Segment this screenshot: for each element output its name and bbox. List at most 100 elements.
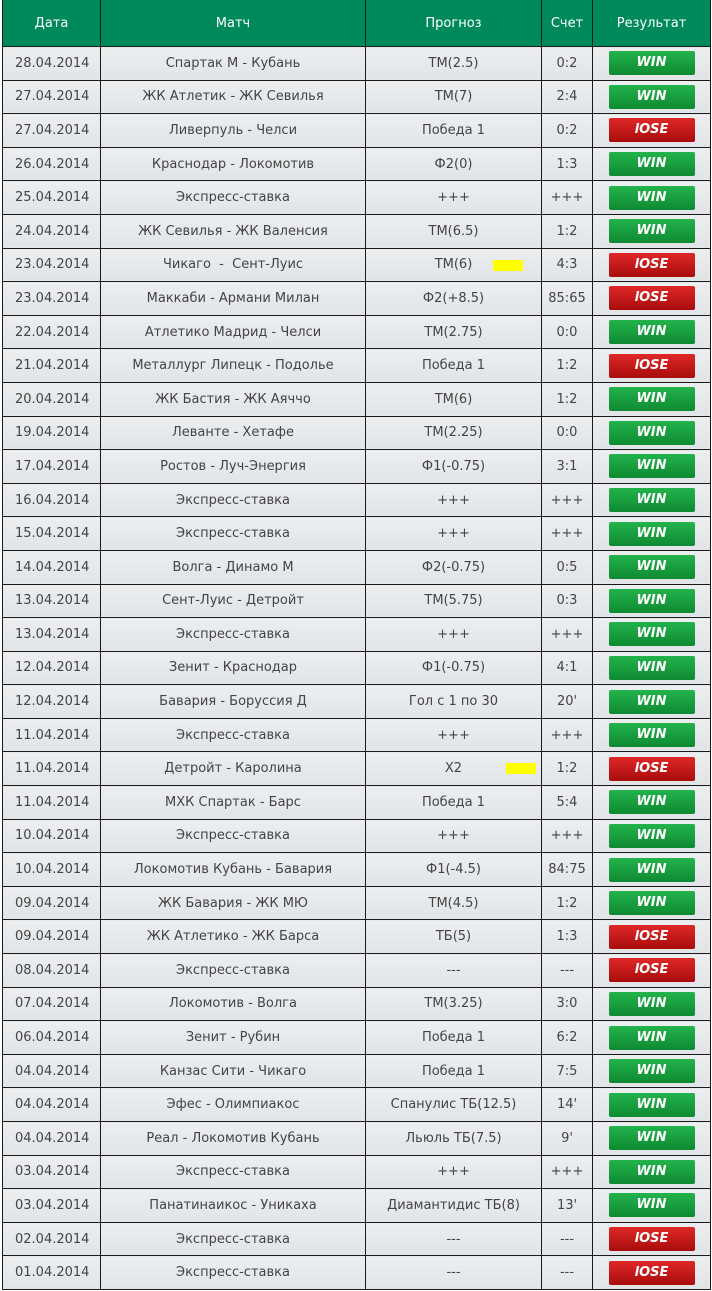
win-badge: WIN xyxy=(608,51,695,76)
forecast-text: ТМ(3.25) xyxy=(424,996,483,1012)
lose-badge: lOSE xyxy=(608,756,695,781)
lose-badge: lOSE xyxy=(608,252,695,277)
cell-result: WIN xyxy=(592,482,711,518)
forecast-text: Ф1(-0.75) xyxy=(421,458,486,474)
cell-date: 23.04.2014 xyxy=(2,281,101,316)
cell-result: lOSE xyxy=(592,348,711,383)
table-row: 08.04.2014 Экспресс-ставка --- --- lOSE xyxy=(2,953,711,988)
table-row: 27.04.2014 Ливерпуль - Челси Победа 1 0:2 lO… xyxy=(2,113,711,148)
cell-match: Локомотив - Волга xyxy=(100,986,366,1022)
table-row: 12.04.2014 Зенит - Краснодар Ф1(-0.75) 4:1 W… xyxy=(2,650,711,686)
cell-forecast: Победа 1 xyxy=(365,113,542,148)
cell-forecast: Победа 1 xyxy=(365,1020,542,1055)
cell-match: Зенит - Краснодар xyxy=(100,650,366,686)
cell-date: 14.04.2014 xyxy=(2,549,101,585)
forecast-text: Ф2(0) xyxy=(434,156,473,172)
win-badge: WIN xyxy=(608,185,695,210)
cell-score: 3:1 xyxy=(541,449,593,484)
cell-result: lOSE xyxy=(592,751,711,787)
table-row: 17.04.2014 Ростов - Луч-Энергия Ф1(-0.75) 3… xyxy=(2,449,711,484)
forecast-text: ТМ(2.25) xyxy=(424,425,483,441)
cell-score: +++ xyxy=(541,180,593,215)
cell-result: WIN xyxy=(592,1121,711,1156)
win-badge: WIN xyxy=(608,488,695,513)
cell-forecast: Диамантидис ТБ(8) xyxy=(365,1188,542,1223)
header-row: Дата Матч Прогноз Счет Результат xyxy=(2,0,711,47)
cell-match: ЖК Атлетико - ЖК Барса xyxy=(100,919,366,955)
cell-score: 5:4 xyxy=(541,785,593,820)
table-row: 21.04.2014 Металлург Липецк - Подолье Побе… xyxy=(2,348,711,383)
cell-result: lOSE xyxy=(592,113,711,148)
table-row: 04.04.2014 Канзас Сити - Чикаго Победа 1 7:… xyxy=(2,1053,711,1089)
cell-result: WIN xyxy=(592,684,711,719)
lose-badge: lOSE xyxy=(608,1260,695,1285)
cell-result: WIN xyxy=(592,986,711,1022)
cell-result: WIN xyxy=(592,549,711,585)
cell-date: 13.04.2014 xyxy=(2,583,101,619)
forecast-text: +++ xyxy=(437,1164,470,1180)
cell-match: Экспресс-ставка xyxy=(100,953,366,988)
cell-match: Экспресс-ставка xyxy=(100,1255,366,1290)
cell-result: lOSE xyxy=(592,919,711,955)
header-date: Дата xyxy=(2,0,101,47)
cell-score: 1:3 xyxy=(541,919,593,955)
forecast-text: ТМ(2.5) xyxy=(428,55,479,71)
table-row: 04.04.2014 Эфес - Олимпиакос Спанулис ТБ(1… xyxy=(2,1087,711,1122)
table-row: 24.04.2014 ЖК Севилья - ЖК Валенсия ТМ(6.5… xyxy=(2,213,711,249)
cell-score: +++ xyxy=(541,717,593,753)
cell-date: 11.04.2014 xyxy=(2,717,101,753)
cell-match: Сент-Луис - Детройт xyxy=(100,583,366,619)
cell-match: ЖК Атлетик - ЖК Севилья xyxy=(100,79,366,115)
forecast-text: --- xyxy=(446,1231,461,1247)
cell-forecast: Гол с 1 по 30 xyxy=(365,684,542,719)
win-badge: WIN xyxy=(608,689,695,714)
win-badge: WIN xyxy=(608,1059,695,1084)
forecast-text: ТМ(6) xyxy=(434,257,473,273)
forecast-text: Спанулис ТБ(12.5) xyxy=(390,1097,517,1113)
cell-forecast: Льюль ТБ(7.5) xyxy=(365,1121,542,1156)
table-row: 14.04.2014 Волга - Динамо М Ф2(-0.75) 0:5 WI… xyxy=(2,549,711,585)
cell-score: 85:65 xyxy=(541,281,593,316)
cell-result: WIN xyxy=(592,1188,711,1223)
forecast-text: ТМ(2.75) xyxy=(424,324,483,340)
cell-forecast: Победа 1 xyxy=(365,348,542,383)
cell-forecast: +++ xyxy=(365,717,542,753)
forecast-text: Х2 xyxy=(444,761,463,777)
cell-match: Ливерпуль - Челси xyxy=(100,113,366,148)
table-row: 15.04.2014 Экспресс-ставка +++ +++ WIN xyxy=(2,516,711,551)
forecast-text: ТМ(5.75) xyxy=(424,593,483,609)
forecast-text: +++ xyxy=(437,828,470,844)
table-row: 11.04.2014 Экспресс-ставка +++ +++ WIN xyxy=(2,717,711,753)
cell-match: ЖК Севилья - ЖК Валенсия xyxy=(100,213,366,249)
cell-score: +++ xyxy=(541,482,593,518)
cell-result: lOSE xyxy=(592,953,711,988)
table-row: 12.04.2014 Бавария - Боруссия Д Гол с 1 по… xyxy=(2,684,711,719)
cell-date: 12.04.2014 xyxy=(2,650,101,686)
table-row: 03.04.2014 Экспресс-ставка +++ +++ WIN xyxy=(2,1154,711,1190)
cell-forecast: Х2 xyxy=(365,751,542,787)
cell-match: Экспресс-ставка xyxy=(100,1154,366,1190)
cell-date: 06.04.2014 xyxy=(2,1020,101,1055)
cell-forecast: ТМ(2.5) xyxy=(365,46,542,81)
win-badge: WIN xyxy=(608,588,695,613)
highlight-marker xyxy=(506,763,536,775)
win-badge: WIN xyxy=(608,521,695,546)
cell-score: 13' xyxy=(541,1188,593,1223)
cell-date: 23.04.2014 xyxy=(2,247,101,283)
win-badge: WIN xyxy=(608,891,695,916)
forecast-text: ТМ(4.5) xyxy=(428,895,479,911)
forecast-text: Ф1(-4.5) xyxy=(426,862,481,878)
cell-match: Атлетико Мадрид - Челси xyxy=(100,314,366,350)
cell-date: 24.04.2014 xyxy=(2,213,101,249)
cell-score: 2:4 xyxy=(541,79,593,115)
cell-date: 16.04.2014 xyxy=(2,482,101,518)
cell-score: 0:5 xyxy=(541,549,593,585)
cell-date: 28.04.2014 xyxy=(2,46,101,81)
table-row: 02.04.2014 Экспресс-ставка --- --- lOSE xyxy=(2,1221,711,1257)
cell-match: Эфес - Олимпиакос xyxy=(100,1087,366,1122)
table-row: 23.04.2014 Чикаго - Сент-Луис ТМ(6) 4:3 lOSE xyxy=(2,247,711,283)
cell-score: 0:3 xyxy=(541,583,593,619)
cell-result: WIN xyxy=(592,583,711,619)
win-badge: WIN xyxy=(608,320,695,345)
